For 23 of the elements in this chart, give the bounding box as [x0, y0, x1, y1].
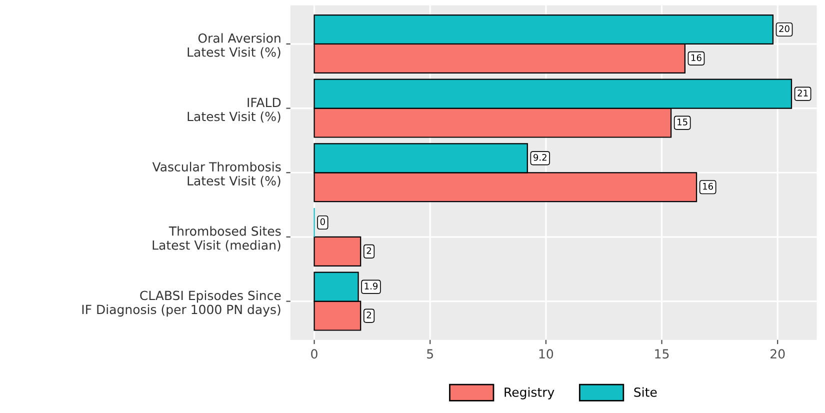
data-label: 9.2 [534, 154, 546, 161]
x-tick-label: 10 [539, 349, 554, 359]
y-tick-label: IFALD Latest Visit (%) [188, 98, 281, 123]
y-tick-label: Thrombosed Sites Latest Visit (median) [152, 226, 281, 252]
bar [314, 236, 362, 266]
data-label: 0 [320, 218, 325, 226]
legend-label: Registry [504, 387, 554, 400]
y-tick-label: Oral Aversion Latest Visit (%) [188, 33, 280, 58]
data-label: 15 [678, 118, 688, 126]
data-label: 1.9 [364, 282, 378, 290]
y-tick-label: CLABSI Episodes Since IF Diagnosis (per 1000 PN days) [82, 290, 281, 317]
x-tick-label: 15 [655, 349, 669, 359]
x-tick-label: 5 [427, 349, 433, 359]
data-label: 2 [366, 312, 371, 318]
data-label: 16 [703, 182, 713, 190]
data-label: 21 [798, 90, 808, 96]
data-label: 16 [691, 54, 702, 62]
y-tick-label: Vascular Thrombosis Latest Visit (%) [152, 162, 281, 187]
x-tick-label: 0 [311, 349, 318, 359]
data-label: 2 [366, 247, 371, 254]
data-label: 20 [779, 25, 790, 32]
x-tick-label: 20 [770, 349, 785, 359]
legend-label: Site [634, 387, 657, 397]
